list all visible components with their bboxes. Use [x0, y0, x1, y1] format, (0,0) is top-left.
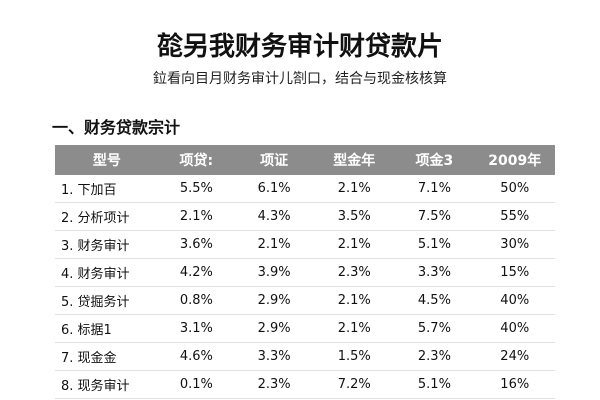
table-cell: 3.3% — [394, 258, 475, 287]
title: 旕另我财务审计财贷款片 — [156, 32, 443, 62]
table-cell: 5.5% — [158, 175, 235, 203]
table-cell: 16% — [474, 370, 555, 399]
table-cell: 5.1% — [394, 230, 475, 259]
table-cell: 55% — [474, 202, 555, 231]
table-cell: 0.8% — [158, 286, 235, 315]
table-cell: 50% — [474, 175, 555, 203]
table-cell: 3.3% — [234, 342, 315, 371]
table-cell: 2.1% — [314, 314, 395, 343]
table-cell: 7.5% — [394, 202, 475, 231]
table-row: 2. 分析项计 2.1% 4.3% 3.5% 7.5% 55% — [55, 202, 555, 231]
table-cell: 15% — [474, 258, 555, 287]
table-row: 7. 现金金 4.6% 3.3% 1.5% 2.3% 24% — [55, 342, 555, 371]
table-row: 1. 下加百 5.5% 6.1% 2.1% 7.1% 50% — [55, 175, 555, 203]
table-cell: 2.3% — [314, 258, 395, 287]
table-cell: 6.1% — [234, 175, 315, 203]
section-heading: 一、财务贷款宗计 — [52, 118, 181, 137]
column-header: 项金3 — [394, 145, 475, 175]
table-row: 6. 标据1 3.1% 2.9% 2.1% 5.7% 40% — [55, 314, 555, 343]
table-body: 1. 下加百 5.5% 6.1% 2.1% 7.1% 50% 2. 分析项计 2.1% 4.3%… — [55, 175, 555, 399]
table-cell: 2.1% — [158, 202, 235, 231]
column-header: 项贷: — [158, 145, 235, 175]
table-row: 3. 财务审计 3.6% 2.1% 2.1% 5.1% 30% — [55, 230, 555, 259]
table-row: 8. 现务审计 0.1% 2.3% 7.2% 5.1% 16% — [55, 370, 555, 399]
table-cell: 5. 贷掘务计 — [55, 286, 159, 315]
table-cell: 8. 现务审计 — [55, 370, 159, 399]
table-cell: 2.3% — [234, 370, 315, 399]
table-cell: 1. 下加百 — [55, 175, 159, 203]
table-cell: 2.9% — [234, 314, 315, 343]
table-cell: 30% — [474, 230, 555, 259]
table-cell: 7.2% — [314, 370, 395, 399]
table-cell: 3. 财务审计 — [55, 230, 159, 259]
table-cell: 3.9% — [234, 258, 315, 287]
table-cell: 4. 财务审计 — [55, 258, 159, 287]
table-cell: 3.6% — [158, 230, 235, 259]
column-header: 型号 — [55, 145, 159, 175]
table-cell: 4.6% — [158, 342, 235, 371]
table-cell: 5.7% — [394, 314, 475, 343]
table-cell: 2. 分析项计 — [55, 202, 159, 231]
table-cell: 5.1% — [394, 370, 475, 399]
table-cell: 40% — [474, 314, 555, 343]
table-cell: 40% — [474, 286, 555, 315]
table-cell: 3.5% — [314, 202, 395, 231]
table-cell: 4.5% — [394, 286, 475, 315]
table-cell: 2.1% — [314, 230, 395, 259]
table-cell: 1.5% — [314, 342, 395, 371]
column-header: 项证 — [234, 145, 315, 175]
table-cell: 7. 现金金 — [55, 342, 159, 371]
table-cell: 3.1% — [158, 314, 235, 343]
table-cell: 2.1% — [314, 175, 395, 203]
table-cell: 4.3% — [234, 202, 315, 231]
column-header: 2009年 — [474, 145, 555, 175]
table-cell: 0.1% — [158, 370, 235, 399]
table-cell: 2.9% — [234, 286, 315, 315]
subtitle: 鉝看向目月财务审计儿劄口，结合与现金核核算 — [153, 71, 447, 87]
table-cell: 7.1% — [394, 175, 475, 203]
table-cell: 2.1% — [314, 286, 395, 315]
table-cell: 4.2% — [158, 258, 235, 287]
header-row: 型号 项贷: 项证 型金年 项金3 2009年 — [55, 145, 555, 175]
column-header: 型金年 — [314, 145, 395, 175]
table: 型号 项贷: 项证 型金年 项金3 2009年 1. 下加百 5.5% 6.1% 2.1% 7.1… — [55, 145, 555, 399]
table-row: 5. 贷掘务计 0.8% 2.9% 2.1% 4.5% 40% — [55, 286, 555, 315]
table-cell: 2.1% — [234, 230, 315, 259]
table-cell: 2.3% — [394, 342, 475, 371]
table-cell: 24% — [474, 342, 555, 371]
table-row: 4. 财务审计 4.2% 3.9% 2.3% 3.3% 15% — [55, 258, 555, 287]
table-cell: 6. 标据1 — [55, 314, 159, 343]
